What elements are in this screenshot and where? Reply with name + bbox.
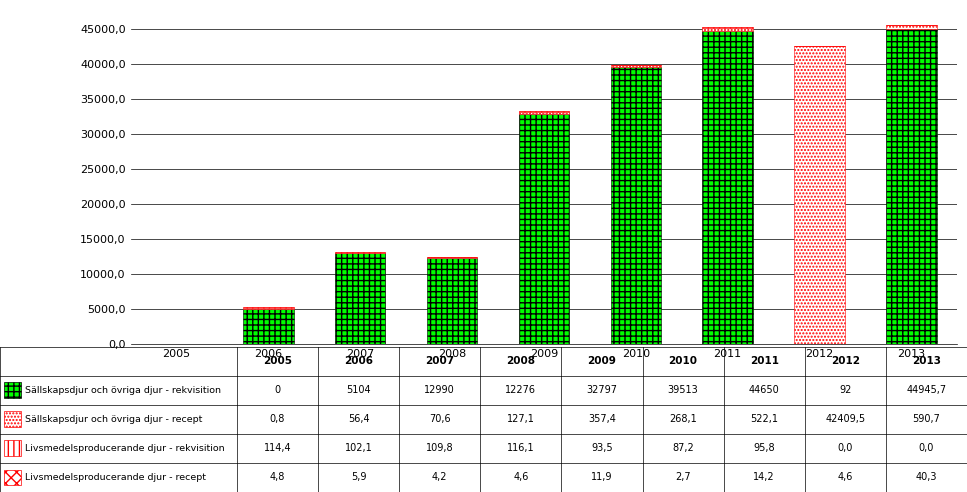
Text: 0: 0 [275,385,280,396]
Text: 590,7: 590,7 [913,414,940,425]
Text: 5,9: 5,9 [351,472,366,483]
Bar [794,46,845,344]
Text: 2005: 2005 [263,356,292,367]
Bar [702,31,753,344]
Text: 2011: 2011 [749,356,778,367]
Text: 44945,7: 44945,7 [906,385,947,396]
Text: 2012: 2012 [831,356,860,367]
Text: 0,8: 0,8 [270,414,285,425]
Text: 2006: 2006 [344,356,373,367]
Text: 70,6: 70,6 [429,414,451,425]
Text: Livsmedelsproducerande djur - rekvisition: Livsmedelsproducerande djur - rekvisitio… [25,444,224,453]
Text: 4,8: 4,8 [270,472,285,483]
Text: Sällskapsdjur och övriga djur - recept: Sällskapsdjur och övriga djur - recept [25,415,202,424]
Bar [886,29,937,344]
Text: 2007: 2007 [425,356,454,367]
Text: 39513: 39513 [667,385,698,396]
Bar [426,258,478,344]
Text: 357,4: 357,4 [588,414,616,425]
Text: 4,6: 4,6 [513,472,529,483]
Text: 268,1: 268,1 [669,414,697,425]
Text: 2008: 2008 [507,356,536,367]
Text: 4,6: 4,6 [837,472,853,483]
Text: 42409,5: 42409,5 [825,414,865,425]
Text: 95,8: 95,8 [753,443,775,454]
Text: 2,7: 2,7 [675,472,690,483]
Bar [518,112,570,114]
Bar [518,114,570,344]
Bar [4,469,21,486]
Text: 93,5: 93,5 [591,443,613,454]
Text: 2009: 2009 [588,356,616,367]
Bar [702,28,753,31]
Bar [610,67,661,344]
Bar [4,411,21,428]
Text: 0,0: 0,0 [919,443,934,454]
Text: 40,3: 40,3 [916,472,937,483]
Text: 0,0: 0,0 [837,443,853,454]
Text: 109,8: 109,8 [425,443,454,454]
Bar [702,27,753,28]
Bar [335,253,386,344]
Bar [886,25,937,29]
Bar [4,382,21,399]
Bar [4,440,21,457]
Text: 92: 92 [839,385,852,396]
Text: 14,2: 14,2 [753,472,775,483]
Text: 4,2: 4,2 [432,472,448,483]
Text: 5104: 5104 [346,385,371,396]
Text: 102,1: 102,1 [344,443,372,454]
Text: 114,4: 114,4 [264,443,291,454]
Bar [151,343,202,344]
Bar [243,308,294,344]
Bar [610,65,661,67]
Bar [426,257,478,258]
Text: 87,2: 87,2 [672,443,694,454]
Text: 12276: 12276 [506,385,537,396]
Text: 44650: 44650 [748,385,779,396]
Text: 116,1: 116,1 [507,443,535,454]
Text: 2010: 2010 [668,356,697,367]
Text: Sällskapsdjur och övriga djur - rekvisition: Sällskapsdjur och övriga djur - rekvisit… [25,386,221,395]
Text: 11,9: 11,9 [591,472,613,483]
Bar [335,252,386,253]
Text: Livsmedelsproducerande djur - recept: Livsmedelsproducerande djur - recept [25,473,206,482]
Text: 522,1: 522,1 [750,414,778,425]
Text: 12990: 12990 [425,385,455,396]
Text: 56,4: 56,4 [348,414,369,425]
Text: 32797: 32797 [586,385,618,396]
Text: 127,1: 127,1 [507,414,535,425]
Bar [518,111,570,112]
Text: 2013: 2013 [912,356,941,367]
